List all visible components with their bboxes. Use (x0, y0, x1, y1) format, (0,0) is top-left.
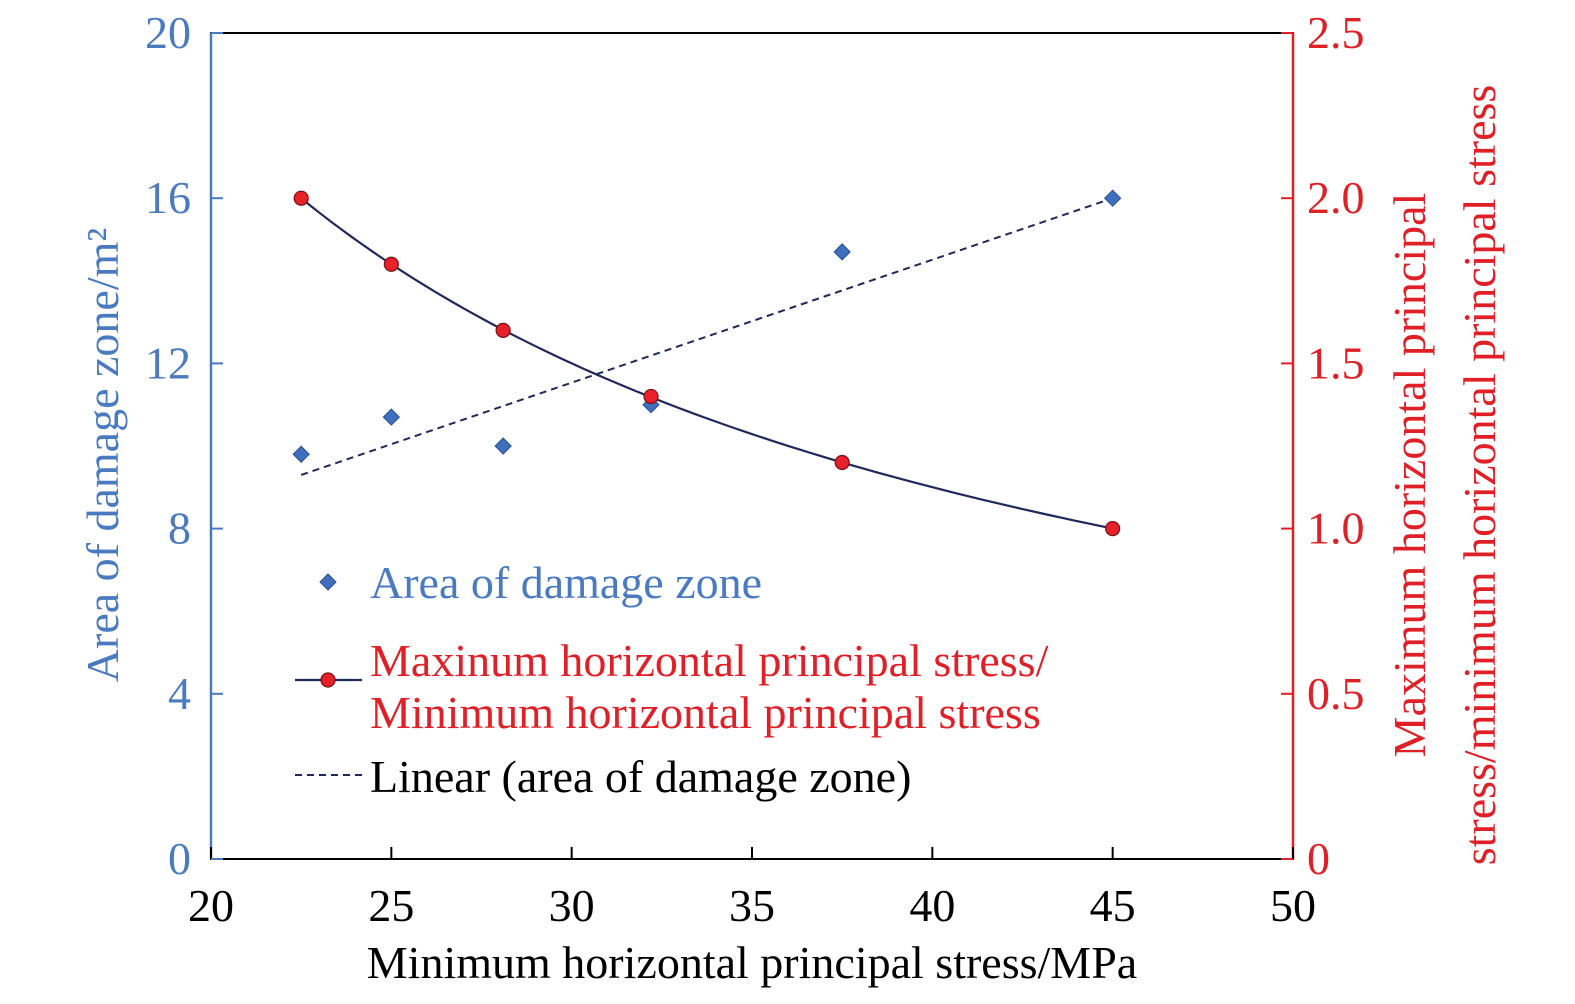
area-point (292, 445, 310, 463)
linear-trend-line (300, 197, 1113, 476)
left-y-tick-label: 8 (168, 503, 191, 554)
left-y-tick-label: 12 (145, 337, 191, 388)
left-y-tick-label: 16 (145, 172, 191, 223)
x-axis-ticks: 20 25 30 35 40 45 50 (188, 847, 1316, 931)
x-tick-label: 40 (909, 880, 955, 931)
right-y-tick-label: 2.0 (1307, 172, 1365, 223)
area-point (382, 408, 401, 426)
x-tick-label: 30 (549, 880, 595, 931)
legend-trend-label: Linear (area of damage zone) (370, 751, 911, 802)
ratio-series (293, 190, 1121, 537)
left-y-tick-label: 4 (168, 668, 191, 719)
x-axis-title: Minimum horizontal principal stress/MPa (367, 937, 1137, 988)
legend: Area of damage zone Maxinum horizontal p… (295, 557, 1049, 802)
right-y-tick-label: 0.5 (1307, 668, 1365, 719)
x-tick-label: 25 (368, 880, 414, 931)
right-y-tick-label: 0 (1307, 833, 1330, 884)
legend-ratio-label-line2: Minimum horizontal principal stress (370, 687, 1041, 738)
x-tick-label: 50 (1270, 880, 1316, 931)
ratio-point (383, 256, 399, 272)
legend-area-label: Area of damage zone (370, 557, 762, 608)
ratio-point (495, 322, 511, 338)
legend-ratio-label-line1: Maxinum horizontal principal stress/ (370, 635, 1049, 686)
right-y-tick-label: 2.5 (1307, 7, 1365, 58)
legend-area-marker (319, 573, 337, 591)
ratio-point (1105, 520, 1121, 537)
left-y-axis-ticks: 0 4 8 12 16 20 (145, 7, 223, 884)
area-series (292, 189, 1122, 463)
legend-ratio-marker (320, 672, 336, 688)
right-y-tick-label: 1.5 (1307, 337, 1365, 388)
right-y-axis-title-line1: Maximum horizontal principal (1384, 193, 1435, 758)
area-point (833, 243, 851, 261)
ratio-point (643, 388, 659, 405)
ratio-point (834, 454, 850, 471)
area-point (1103, 189, 1122, 207)
left-y-tick-label: 0 (168, 833, 191, 884)
x-tick-label: 35 (729, 880, 775, 931)
left-y-axis-title: Area of damage zone/m² (77, 228, 128, 682)
area-point (494, 437, 512, 455)
right-y-axis-title-line2: stress/minimum horizontal principal stre… (1454, 85, 1505, 866)
ratio-fit-line (300, 197, 1113, 530)
right-y-tick-label: 1.0 (1307, 503, 1365, 554)
x-tick-label: 20 (188, 880, 234, 931)
ratio-point (293, 190, 309, 206)
right-y-axis-ticks: 0 0.5 1.0 1.5 2.0 2.5 (1281, 7, 1365, 884)
left-y-tick-label: 20 (145, 7, 191, 58)
x-tick-label: 45 (1090, 880, 1136, 931)
